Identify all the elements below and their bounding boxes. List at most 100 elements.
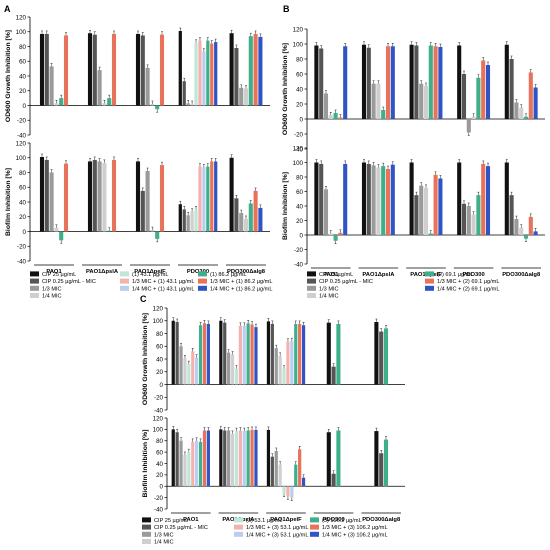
bar (258, 207, 263, 232)
bar (409, 44, 414, 119)
bar (234, 47, 239, 106)
bar (385, 46, 391, 119)
y-tick-label: -40 (17, 258, 27, 265)
group-label: PDO300Δalg8 (502, 272, 541, 278)
bar (238, 325, 242, 385)
legend-entry: CIP 0.25 µg/mL - MIC (319, 279, 373, 285)
bar (186, 215, 190, 232)
bar (423, 86, 429, 119)
legend-entry: 1/3 MIC + (2) 69.1 µg/mL (437, 279, 499, 285)
y-tick-label: 100 (293, 160, 304, 167)
bar (457, 162, 462, 235)
bar (250, 324, 254, 385)
bar (278, 355, 282, 385)
bar (314, 162, 319, 235)
bar (140, 35, 145, 106)
y-tick-label: 20 (19, 214, 26, 221)
group-label: PAO1ΔpelF (134, 269, 166, 275)
bar (155, 105, 160, 110)
bar (179, 440, 183, 487)
legend-entry: 1/3 MIC (319, 286, 339, 292)
bar (266, 429, 271, 487)
bar (290, 341, 294, 385)
group-label: PDO300 (322, 517, 344, 523)
bar (381, 110, 386, 119)
legend-swatch (120, 278, 129, 284)
bar (326, 322, 331, 385)
bar (371, 165, 376, 235)
bar (509, 59, 514, 119)
bar (383, 439, 389, 487)
bar (282, 486, 286, 494)
legend-swatch (310, 517, 319, 523)
legend-swatch (30, 278, 39, 284)
legend-swatch (142, 531, 151, 537)
bar (44, 33, 49, 106)
bar (229, 33, 234, 106)
bar (383, 328, 389, 385)
bar (187, 452, 191, 487)
chart-c-bottom: -40 -20 0 20 40 60 80 100 120 Biofilm Inhibition … (142, 415, 405, 523)
bar (234, 431, 239, 487)
bar (323, 93, 329, 119)
bar (254, 327, 258, 385)
bar (533, 231, 538, 235)
bar (504, 162, 509, 235)
group-label: PDO300 (462, 272, 484, 278)
bar (379, 331, 384, 385)
group-label: PAO1ΔpslA (86, 269, 119, 275)
bar (254, 429, 258, 487)
bar (202, 430, 207, 487)
y-tick-label: -20 (154, 495, 164, 502)
bar (414, 195, 419, 235)
bar (239, 213, 244, 232)
bar (140, 190, 145, 232)
bar (523, 235, 529, 239)
bar (338, 232, 343, 235)
legend-swatch (30, 271, 39, 277)
bar (253, 33, 258, 106)
bar (183, 358, 187, 385)
legend-entry: 1/4 MIC + (3) 53.1 µg/mL (246, 532, 308, 538)
legend-swatch (198, 278, 207, 284)
bar (198, 325, 203, 385)
bar (461, 203, 467, 235)
bar (214, 42, 218, 106)
y-tick-label: 0 (160, 382, 164, 389)
bar (227, 352, 231, 385)
bar (198, 166, 202, 232)
bar (182, 209, 186, 232)
bar (246, 323, 250, 385)
bar (414, 45, 419, 119)
bar (183, 454, 187, 487)
bar (49, 172, 54, 232)
legend-entry: 1/3 MIC + (1) 43.1 µg/mL (132, 279, 194, 285)
bar (206, 323, 210, 385)
bar (230, 354, 235, 385)
bar (336, 323, 341, 385)
bar (248, 203, 253, 232)
legend-entry: (3) 106.2 µg/mL (322, 518, 362, 524)
bar (191, 441, 195, 487)
legend-entry: CIP 0.25 µg/mL - MIC (42, 279, 96, 285)
bar (54, 227, 59, 232)
bar (195, 357, 199, 385)
legend-swatch (234, 524, 243, 530)
y-axis-label: Biofilm Inhibition [%] (282, 172, 289, 240)
y-tick-label: 40 (156, 461, 163, 468)
bar (301, 477, 306, 487)
bar (182, 81, 186, 106)
bar (214, 161, 218, 232)
bar (39, 157, 45, 232)
y-tick-label: 100 (16, 155, 27, 162)
bar (361, 162, 367, 235)
bar (178, 204, 182, 232)
legend-swatch (307, 285, 316, 291)
bar (202, 51, 206, 106)
group-label: PAO1 (323, 272, 339, 278)
y-tick-label: -40 (17, 132, 27, 139)
bar (63, 163, 69, 232)
y-tick-label: 60 (296, 71, 303, 78)
bar (319, 48, 324, 119)
